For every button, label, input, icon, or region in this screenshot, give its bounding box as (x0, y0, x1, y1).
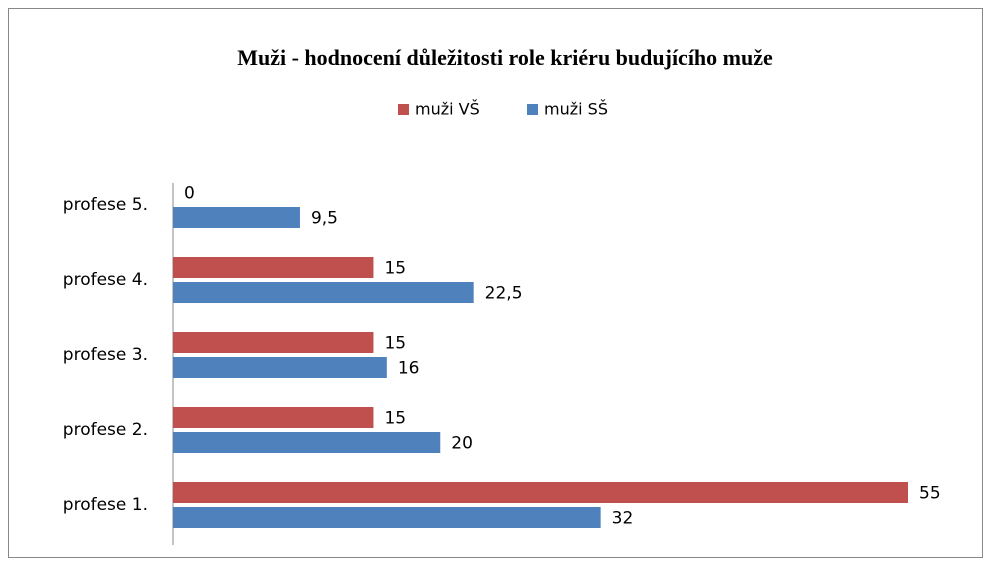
bar (173, 507, 601, 528)
data-label: 16 (398, 359, 420, 379)
legend-label: muži SŠ (544, 100, 608, 119)
data-label: 32 (612, 509, 634, 529)
data-label: 9,5 (311, 209, 338, 229)
bar (173, 257, 374, 278)
y-tick-label: profese 3. (63, 345, 148, 365)
bar (173, 407, 374, 428)
bar (173, 357, 387, 378)
data-label: 0 (184, 184, 195, 204)
data-label: 20 (451, 434, 473, 454)
legend-swatch (398, 104, 409, 115)
chart-title: Muži - hodnocení důležitosti role kriéru… (237, 45, 773, 70)
data-label: 22,5 (485, 284, 523, 304)
y-tick-label: profese 5. (63, 195, 148, 215)
data-label: 15 (384, 409, 406, 429)
data-label: 15 (384, 259, 406, 279)
y-tick-label: profese 4. (63, 270, 148, 290)
y-tick-label: profese 1. (63, 495, 148, 515)
data-label: 15 (384, 334, 406, 354)
y-tick-label: profese 2. (63, 420, 148, 440)
data-label: 55 (919, 484, 941, 504)
bar (173, 207, 300, 228)
chart-border (8, 8, 983, 558)
legend-label: muži VŠ (415, 100, 480, 119)
bar (173, 282, 474, 303)
bar (173, 332, 374, 353)
legend-swatch (527, 104, 538, 115)
bar (173, 482, 908, 503)
bar (173, 432, 441, 453)
